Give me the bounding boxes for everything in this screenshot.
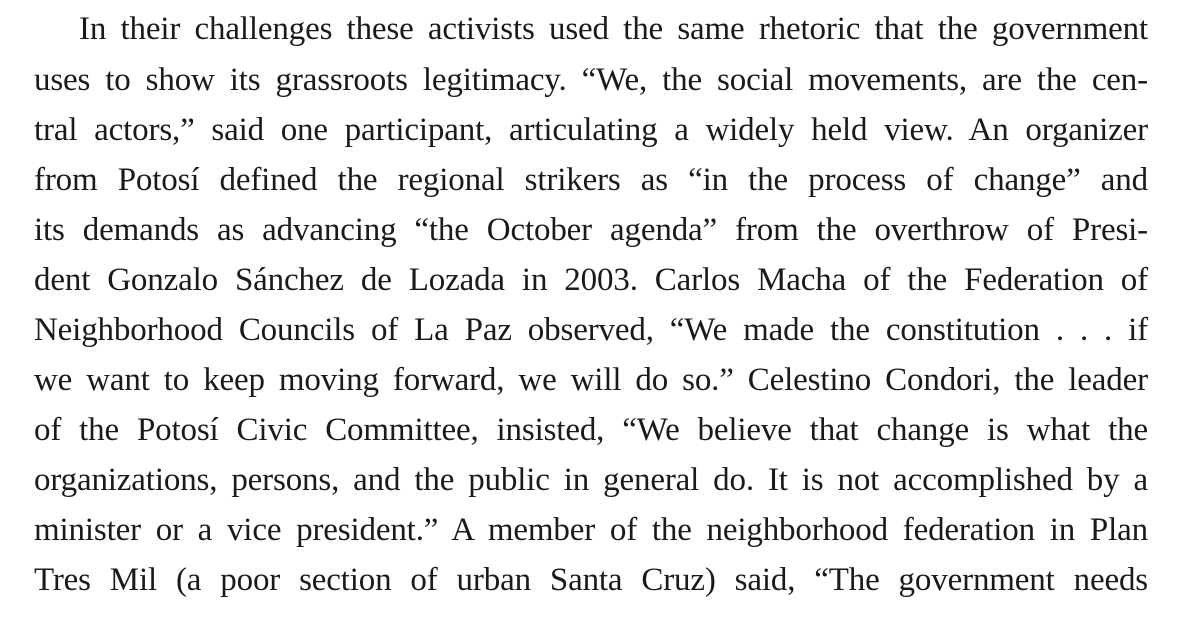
text-line: Neighborhood Councils of La Paz observed… bbox=[34, 312, 1148, 348]
text-line: organizations, persons, and the public i… bbox=[34, 462, 1148, 498]
text-line: Tres Mil (a poor section of urban Santa … bbox=[34, 562, 1148, 598]
text-line: its demands as advancing “the October ag… bbox=[34, 212, 1148, 248]
text-line: tral actors,” said one participant, arti… bbox=[34, 112, 1148, 148]
text-line: In their challenges these activists used… bbox=[79, 11, 1148, 47]
text-line: from Potosí defined the regional striker… bbox=[34, 162, 1148, 198]
text-line: minister or a vice president.” A member … bbox=[34, 512, 1148, 548]
text-line: of the Potosí Civic Committee, insisted,… bbox=[34, 412, 1148, 448]
text-line: dent Gonzalo Sánchez de Lozada in 2003. … bbox=[34, 262, 1148, 298]
text-line: we want to keep moving forward, we will … bbox=[34, 362, 1148, 398]
text-line: uses to show its grassroots legitimacy. … bbox=[34, 62, 1148, 98]
